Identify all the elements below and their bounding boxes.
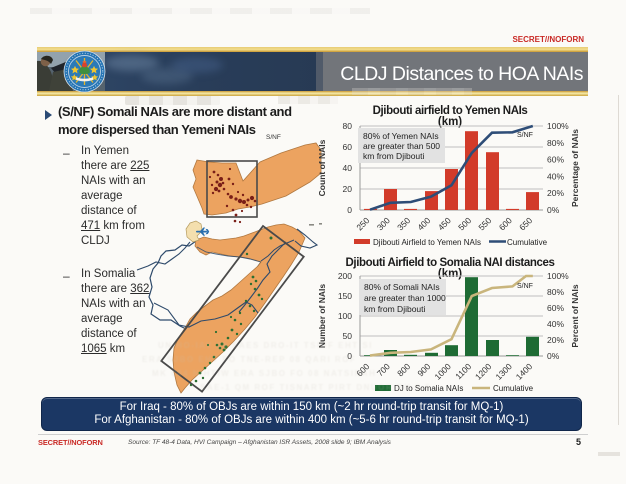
svg-text:CLDJ Distances to HOA NAIs: CLDJ Distances to HOA NAIs	[340, 63, 583, 85]
svg-text:km from Djibouti: km from Djibouti	[364, 304, 426, 314]
svg-text:200: 200	[338, 271, 352, 281]
svg-text:400: 400	[415, 215, 432, 232]
svg-text:S/NF: S/NF	[517, 283, 533, 290]
svg-text:Cumulative: Cumulative	[493, 384, 534, 393]
svg-text:Number of NAIs: Number of NAIs	[317, 284, 327, 349]
svg-text:250: 250	[354, 215, 371, 232]
svg-text:20: 20	[343, 184, 353, 194]
svg-text:1300: 1300	[493, 361, 514, 382]
svg-text:80%: 80%	[547, 287, 564, 297]
svg-text:0: 0	[347, 351, 352, 361]
svg-text:(km): (km)	[438, 116, 462, 128]
svg-text:650: 650	[517, 215, 534, 232]
svg-text:1400: 1400	[514, 361, 535, 382]
svg-text:60%: 60%	[547, 303, 564, 313]
svg-text:40%: 40%	[547, 171, 564, 181]
svg-text:are greater than 1000: are greater than 1000	[364, 293, 446, 303]
svg-text:500: 500	[456, 215, 473, 232]
svg-text:450: 450	[436, 215, 453, 232]
svg-text:60%: 60%	[547, 155, 564, 165]
svg-text:100%: 100%	[547, 121, 569, 131]
svg-text:0%: 0%	[547, 351, 560, 361]
svg-text:300: 300	[375, 215, 392, 232]
svg-text:150: 150	[338, 291, 352, 301]
svg-text:100%: 100%	[547, 271, 569, 281]
svg-text:550: 550	[476, 215, 493, 232]
svg-text:600: 600	[497, 215, 514, 232]
svg-text:are greater than 500: are greater than 500	[363, 141, 440, 151]
svg-text:Djibouti airfield to Yemen NAI: Djibouti airfield to Yemen NAIs	[373, 105, 528, 117]
svg-text:Percentage of NAIs: Percentage of NAIs	[570, 129, 580, 207]
svg-text:0: 0	[347, 205, 352, 215]
svg-text:0%: 0%	[547, 205, 560, 215]
svg-text:S/NF: S/NF	[517, 132, 533, 139]
svg-text:350: 350	[395, 215, 412, 232]
svg-text:80% of Somali NAIs: 80% of Somali NAIs	[364, 282, 440, 292]
svg-text:Percent of NAIs: Percent of NAIs	[570, 284, 580, 348]
svg-text:20%: 20%	[547, 188, 564, 198]
svg-text:40%: 40%	[547, 319, 564, 329]
svg-text:Djibouti Airfield to Somalia N: Djibouti Airfield to Somalia NAI distanc…	[346, 257, 555, 269]
svg-text:DJ to Somalia NAIs: DJ to Somalia NAIs	[394, 384, 463, 393]
svg-text:20%: 20%	[547, 335, 564, 345]
svg-text:Cumulative: Cumulative	[507, 238, 548, 247]
svg-text:Count of NAIs: Count of NAIs	[317, 139, 327, 196]
svg-text:40: 40	[343, 163, 353, 173]
svg-text:Djibouti Airfield to Yemen NAI: Djibouti Airfield to Yemen NAIs	[373, 238, 481, 247]
svg-text:80%: 80%	[547, 138, 564, 148]
svg-text:60: 60	[343, 142, 353, 152]
svg-text:1200: 1200	[473, 361, 494, 382]
svg-text:80: 80	[343, 121, 353, 131]
svg-text:50: 50	[343, 331, 353, 341]
svg-text:100: 100	[338, 311, 352, 321]
svg-text:(km): (km)	[438, 268, 462, 280]
svg-text:km from Djibouti: km from Djibouti	[363, 151, 425, 161]
svg-text:80% of Yemen NAIs: 80% of Yemen NAIs	[363, 131, 439, 141]
